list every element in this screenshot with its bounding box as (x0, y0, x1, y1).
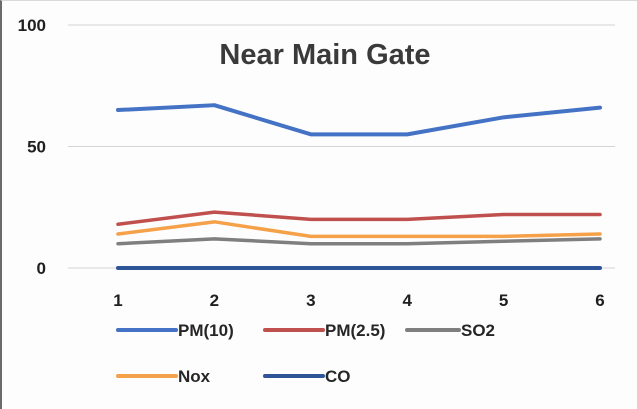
legend-item-co: CO (263, 367, 351, 386)
y-tick-label: 50 (27, 138, 46, 157)
x-tick-label: 6 (595, 291, 604, 310)
x-tick-label: 1 (113, 291, 122, 310)
legend-label-so2: SO2 (461, 321, 495, 340)
chart-title: Near Main Gate (219, 39, 430, 71)
series-line-nox (116, 220, 602, 239)
x-tick-label: 2 (210, 291, 219, 310)
legend-item-so2: SO2 (405, 321, 495, 340)
y-tick-label: 100 (18, 16, 46, 35)
legend: PM(10) PM(2.5) SO2 Nox CO (116, 321, 495, 386)
x-tick-label: 5 (499, 291, 508, 310)
series-line-pm-10 (116, 103, 602, 137)
series-lines (116, 103, 602, 270)
legend-label-pm-10: PM(10) (178, 321, 234, 340)
legend-item-pm-10: PM(10) (116, 321, 234, 340)
legend-label-pm-2-5: PM(2.5) (325, 321, 385, 340)
legend-item-pm-2-5: PM(2.5) (263, 321, 385, 340)
legend-item-nox: Nox (116, 367, 211, 386)
legend-label-nox: Nox (178, 367, 211, 386)
x-axis-ticks: 1 2 3 4 5 6 (113, 291, 604, 310)
legend-label-co: CO (325, 367, 351, 386)
x-tick-label: 3 (306, 291, 315, 310)
series-line-so2 (116, 237, 602, 246)
x-tick-label: 4 (402, 291, 412, 310)
y-axis-ticks: 100 50 0 (18, 16, 46, 278)
y-tick-label: 0 (37, 259, 46, 278)
series-line-pm-2-5 (116, 210, 602, 227)
